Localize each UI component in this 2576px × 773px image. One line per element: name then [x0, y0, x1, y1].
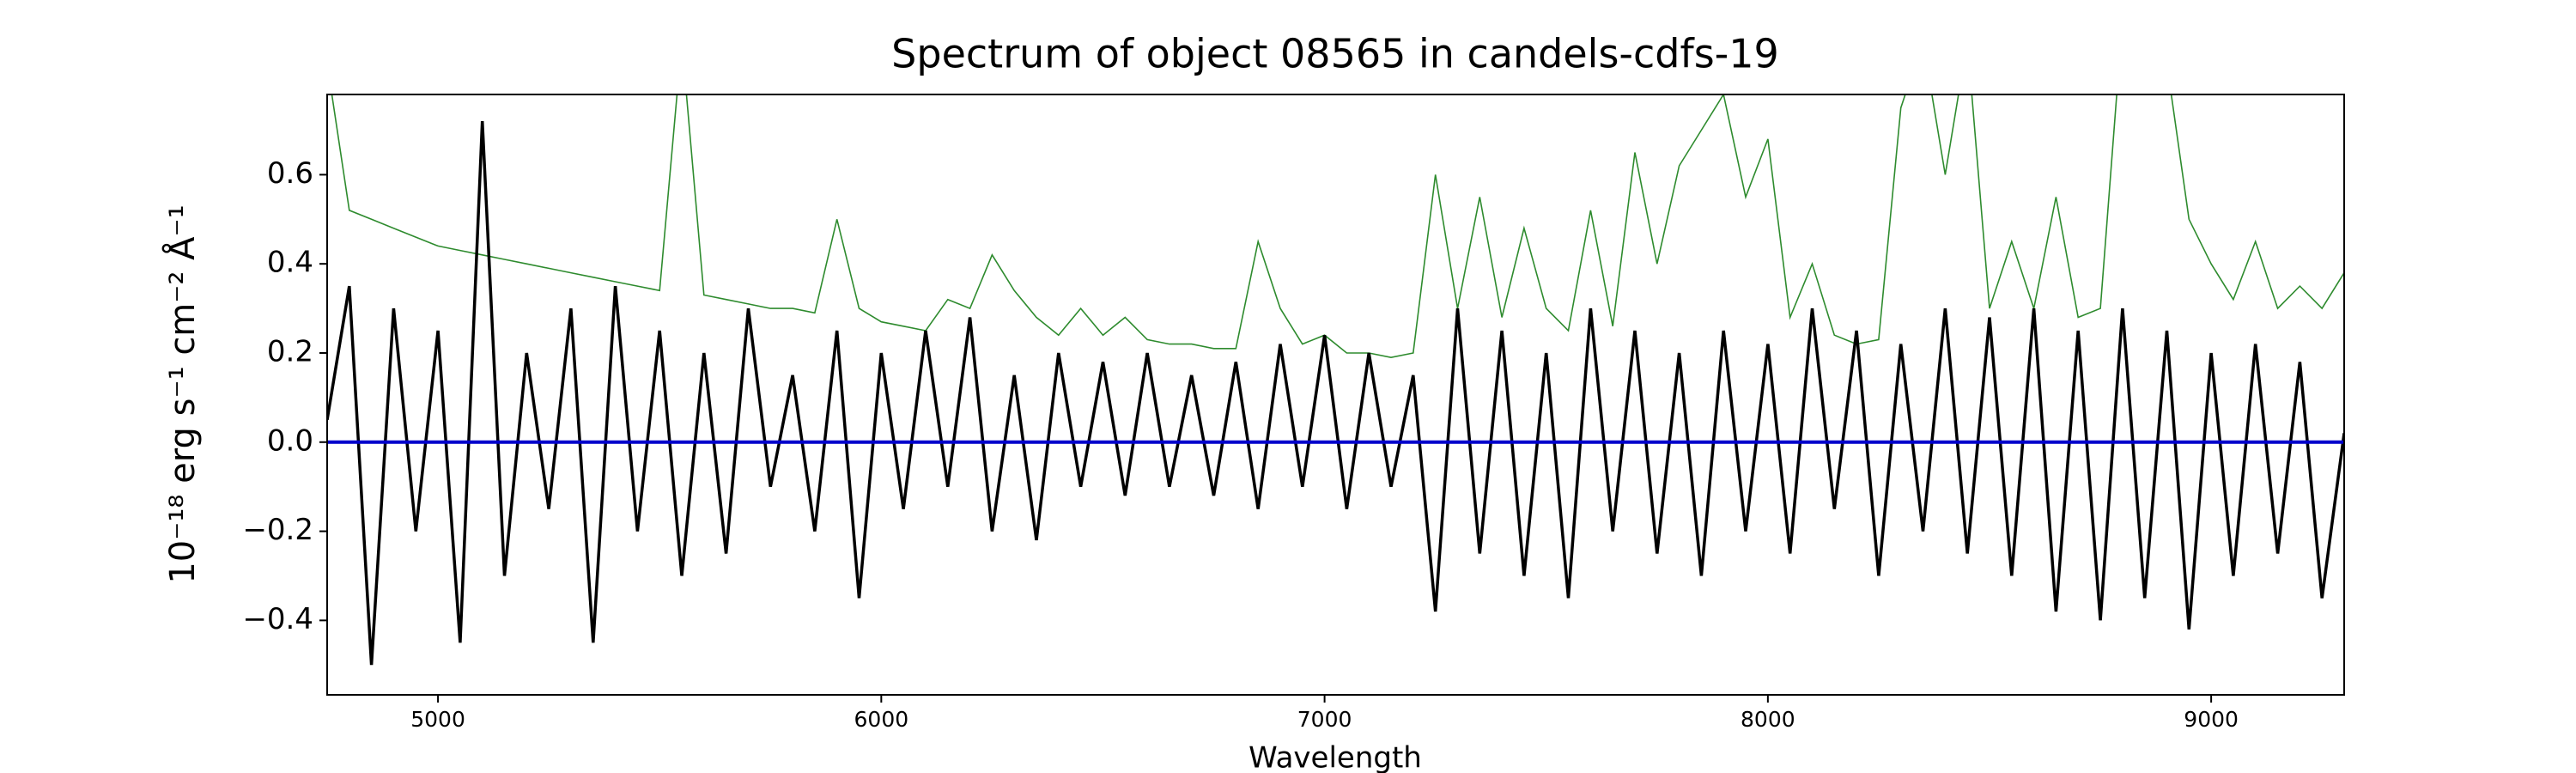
y-tick-label: −0.2 — [242, 513, 313, 547]
y-tick-label: 0.0 — [267, 423, 313, 458]
y-tick-label: 0.2 — [267, 334, 313, 368]
x-axis-label: Wavelength — [1249, 741, 1422, 773]
x-tick-label: 6000 — [854, 707, 909, 732]
y-tick-label: 0.4 — [267, 246, 313, 280]
x-tick-label: 7000 — [1297, 707, 1352, 732]
x-tick-label: 9000 — [2184, 707, 2239, 732]
y-tick-label: −0.4 — [242, 602, 313, 636]
x-tick-label: 5000 — [410, 707, 465, 732]
x-tick-label: 8000 — [1741, 707, 1795, 732]
chart-title: Spectrum of object 08565 in candels-cdfs… — [891, 31, 1779, 77]
y-axis-label: 10⁻¹⁸ erg s⁻¹ cm⁻² Å⁻¹ — [161, 204, 203, 583]
spectrum-line — [327, 121, 2344, 666]
spectrum-line — [331, 94, 2344, 359]
y-tick-label: 0.6 — [267, 156, 313, 191]
plot-frame — [326, 94, 2345, 696]
